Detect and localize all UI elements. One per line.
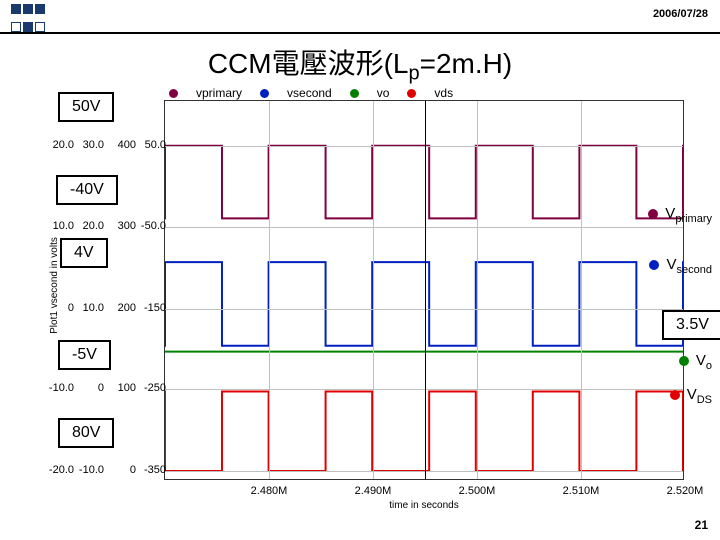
- grid-v: [477, 101, 478, 479]
- title-pre: CCM電壓波形(L: [208, 48, 409, 79]
- value-box: 50V: [58, 92, 114, 122]
- value-box: -40V: [56, 175, 118, 205]
- legend-top: vprimary vsecond vo vds: [169, 86, 471, 100]
- plot-region: 2.480M2.490M2.500M2.510M2.520Mtime in se…: [164, 100, 684, 480]
- logo-sq: [23, 4, 33, 14]
- y-tick: 50.0: [145, 139, 166, 151]
- x-tick: 2.520M: [667, 485, 704, 497]
- value-box: 80V: [58, 418, 114, 448]
- x-tick: 2.490M: [355, 485, 392, 497]
- x-tick: 2.480M: [251, 485, 288, 497]
- legend-item: vprimary: [169, 86, 242, 100]
- x-tick: 2.510M: [563, 485, 600, 497]
- logo-sq: [35, 22, 45, 32]
- grid-v: [373, 101, 374, 479]
- value-box: -5V: [58, 340, 111, 370]
- header: 2006/07/28: [0, 0, 720, 34]
- y-tick: -250: [144, 382, 166, 394]
- center-line: [425, 101, 426, 479]
- page-title: CCM電壓波形(Lp=2m.H): [0, 42, 720, 86]
- grid-v: [581, 101, 582, 479]
- legend-right-item: VDS: [670, 386, 712, 406]
- waveform-svg: [165, 101, 683, 479]
- value-box: 4V: [60, 238, 108, 268]
- logo-sq: [23, 22, 33, 32]
- waveform: [165, 391, 683, 471]
- legend-item: vsecond: [260, 86, 332, 100]
- chart-area: vprimaryvsecondvovds Plot1 vsecond in vo…: [44, 100, 684, 500]
- grid-v: [269, 101, 270, 479]
- y-tick: -350: [144, 464, 166, 476]
- x-axis-title: time in seconds: [389, 500, 458, 511]
- grid-h: [165, 227, 683, 228]
- header-logo: [10, 2, 46, 38]
- grid-h: [165, 471, 683, 472]
- header-date: 2006/07/28: [653, 8, 708, 20]
- logo-sq: [35, 4, 45, 14]
- legend-right-item: Vo: [679, 352, 712, 372]
- x-tick: 2.500M: [459, 485, 496, 497]
- page-number: 21: [695, 518, 708, 532]
- waveform: [165, 262, 683, 346]
- legend-right-item: Vprimary: [648, 205, 712, 225]
- waveform: [165, 146, 683, 219]
- legend-right-item: Vsecond: [649, 256, 712, 276]
- logo-sq: [11, 4, 21, 14]
- grid-h: [165, 389, 683, 390]
- y-tick: -150: [144, 302, 166, 314]
- value-box: 3.5V: [662, 310, 720, 340]
- logo-sq: [11, 22, 21, 32]
- y-tick: -50.0: [141, 220, 166, 232]
- legend-item: vo: [350, 86, 390, 100]
- grid-h: [165, 309, 683, 310]
- grid-h: [165, 146, 683, 147]
- title-sub: p: [408, 63, 419, 85]
- legend-item: vds: [407, 86, 453, 100]
- title-post: =2m.H): [420, 48, 513, 79]
